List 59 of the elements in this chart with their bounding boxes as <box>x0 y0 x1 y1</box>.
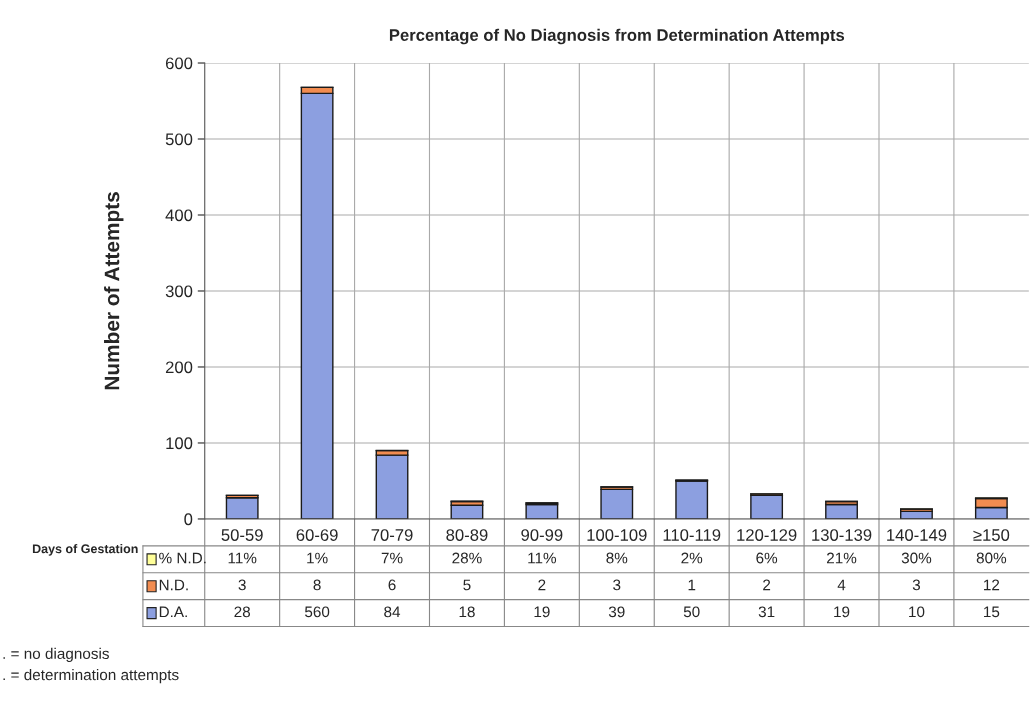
data-label: 21% <box>827 552 857 564</box>
legend-label: N.D. <box>159 579 188 591</box>
y-tick-label: 500 <box>165 133 193 146</box>
data-label: 2% <box>681 552 703 564</box>
data-label: 15 <box>984 606 1000 618</box>
data-label: 1% <box>307 552 328 564</box>
x-tick-label: 100-109 <box>587 529 647 541</box>
legend-label: D.A. <box>159 606 187 618</box>
data-label: 3 <box>238 579 246 591</box>
data-label: 11% <box>228 552 257 564</box>
data-label: 3 <box>613 579 621 591</box>
data-label: 560 <box>304 606 330 618</box>
data-label: 1 <box>688 579 696 591</box>
x-tick-label: 110-119 <box>663 529 721 541</box>
data-label: 84 <box>384 606 401 618</box>
data-label: 6 <box>388 579 396 591</box>
x-tick-label: ≥150 <box>973 529 1010 541</box>
data-label: 3 <box>912 579 921 591</box>
x-tick-label: 80-89 <box>446 529 488 541</box>
y-tick-label: 400 <box>165 209 193 222</box>
y-tick-label: 100 <box>166 437 193 450</box>
y-tick-label: 300 <box>165 285 193 298</box>
data-label: 80% <box>976 552 1007 564</box>
data-label: 6% <box>756 552 778 564</box>
x-tick-label: 70-79 <box>371 529 413 541</box>
x-tick-label: 120-129 <box>737 529 797 541</box>
text: . = no diagnosis <box>3 647 109 663</box>
data-label: 11% <box>528 552 557 564</box>
data-label: 50 <box>683 606 700 618</box>
data-label: 19 <box>534 606 550 618</box>
chart-title: Percentage of No Diagnosis from Determination Attempts <box>389 28 845 45</box>
data-label: 8 <box>313 579 321 591</box>
data-label: 10 <box>909 606 925 618</box>
data-label: 28 <box>234 606 251 618</box>
data-label: 28% <box>452 552 482 564</box>
x-tick-label: 50-59 <box>221 529 263 541</box>
data-label: 30% <box>901 552 932 564</box>
y-tick-label: 600 <box>165 57 193 70</box>
data-label: 39 <box>608 606 625 618</box>
data-label: 5 <box>463 579 471 591</box>
data-label: 19 <box>834 606 850 618</box>
y-tick-label: 200 <box>165 361 193 374</box>
data-label: 8% <box>606 552 628 564</box>
data-label: 2 <box>538 579 546 591</box>
data-label: 2 <box>763 579 771 591</box>
y-axis-title: Number of Attempts <box>104 192 124 390</box>
y-tick-label: 0 <box>184 513 193 526</box>
x-axis-title: Days of Gestation <box>32 544 138 556</box>
x-tick-label: 90-99 <box>521 529 563 541</box>
x-tick-label: 140-149 <box>887 529 947 541</box>
data-label: 18 <box>459 606 475 618</box>
data-label: 7% <box>381 552 403 564</box>
x-tick-label: 130-139 <box>812 529 872 541</box>
x-tick-label: 60-69 <box>296 529 338 541</box>
data-label: 4 <box>837 579 846 591</box>
data-label: 31 <box>758 606 775 618</box>
data-label: 12 <box>984 579 1000 591</box>
legend-label: % N.D. <box>159 552 206 564</box>
text: . = determination attempts <box>3 669 179 684</box>
